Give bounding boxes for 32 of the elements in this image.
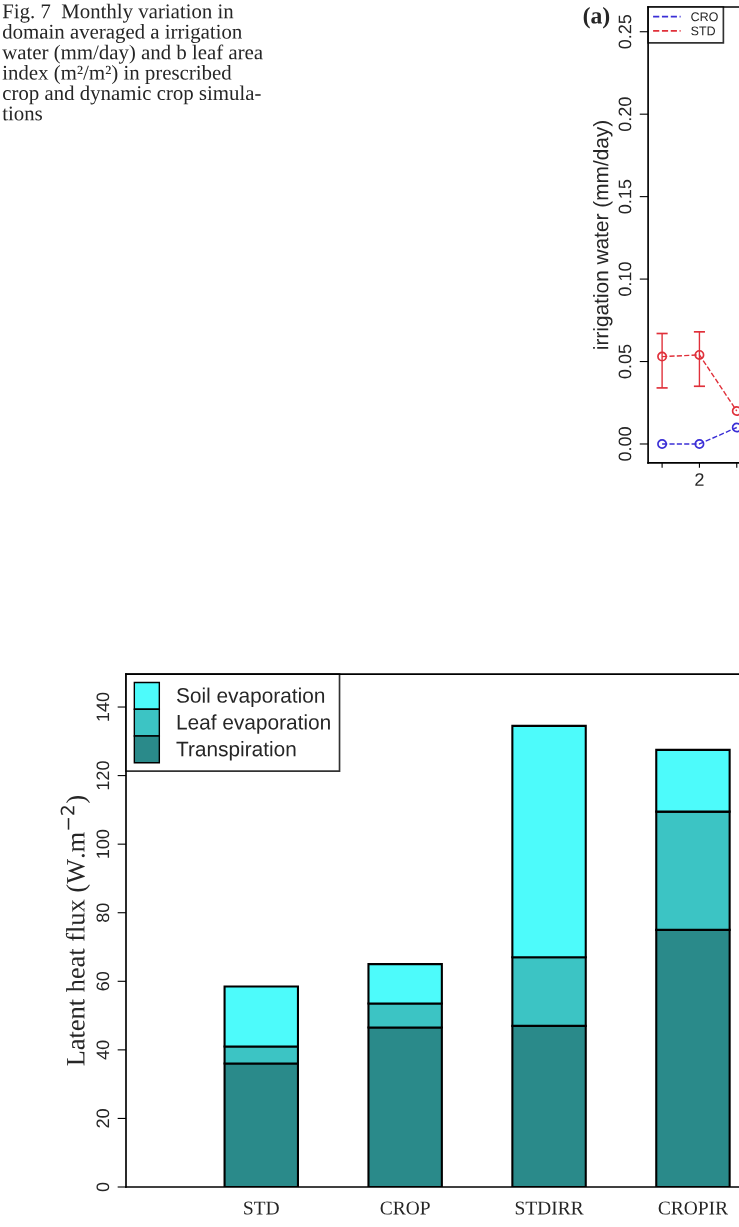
text: (a)	[583, 6, 610, 29]
y-tick-label: 0.05	[618, 344, 632, 379]
x-tick-label: STD	[244, 1201, 279, 1215]
legend-label: CRO	[691, 12, 718, 22]
y-axis-title: irrigation water (mm/day)	[593, 121, 613, 349]
y-axis-title: Latent heat flux (W.m$^{−2}$)	[60, 796, 91, 1066]
y-tick-label: 100	[96, 829, 110, 858]
point	[694, 438, 705, 449]
y-tick-label: 0.20	[618, 97, 632, 132]
x-tick-label: 2	[695, 473, 704, 486]
y-tick-label: 80	[96, 903, 110, 922]
legend-label: Transpiration	[176, 741, 296, 761]
point	[657, 438, 668, 449]
y-tick-label: 60	[96, 971, 110, 991]
y-tick-label: 20	[96, 1109, 110, 1128]
x-tick-label: STDIRR	[515, 1201, 584, 1215]
y-tick-label: 0	[96, 1182, 110, 1192]
x-tick-label: CROP	[380, 1201, 430, 1215]
y-tick-label: 0.15	[618, 179, 632, 214]
y-tick-label: 0.00	[618, 427, 632, 461]
y-tick-label: 40	[96, 1040, 110, 1060]
caption: Fig. 7 Monthly variation in domain averaged a irrigation water (mm/day) and b leaf area index (m²/m²) in prescribed crop and dynamic crop simula- tions	[2, 3, 263, 121]
point	[657, 351, 668, 362]
y-tick-label: 120	[96, 761, 110, 790]
y-tick-label: 140	[96, 692, 110, 721]
legend-label: Leaf evaporation	[177, 714, 330, 734]
legend-label: Soil evaporation	[176, 687, 325, 707]
y-tick-label: 0.25	[618, 14, 632, 49]
point	[694, 349, 705, 360]
x-tick-label: CROPIR	[658, 1201, 729, 1215]
legend-label: STD	[691, 26, 716, 36]
y-tick-label: 0.10	[618, 262, 632, 296]
